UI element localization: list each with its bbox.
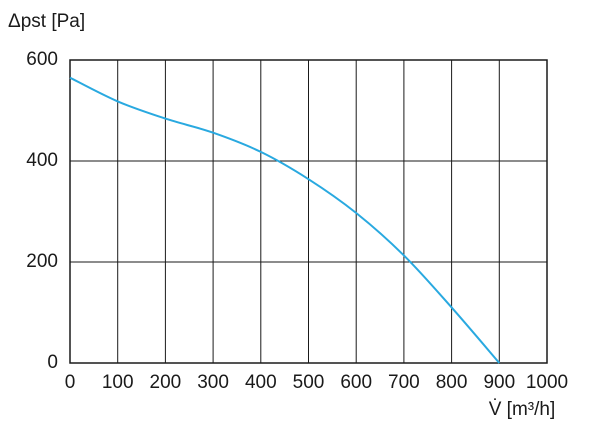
x-tick-label: 400	[245, 372, 277, 393]
x-axis-label: V̇ [m³/h]	[489, 399, 556, 420]
plot-frame	[69, 59, 548, 364]
y-tick-label: 600	[26, 49, 58, 70]
x-tick-label: 700	[388, 372, 420, 393]
x-tick-label: 200	[150, 372, 182, 393]
x-tick-label: 100	[102, 372, 134, 393]
y-tick-label: 200	[26, 251, 58, 272]
x-tick-label: 1000	[526, 372, 568, 393]
y-tick-label: 0	[47, 352, 58, 373]
x-tick-label: 900	[483, 372, 515, 393]
y-axis-label: Δpst [Pa]	[8, 11, 85, 32]
y-tick-label: 400	[26, 150, 58, 171]
x-tick-label: 800	[436, 372, 468, 393]
x-tick-label: 300	[197, 372, 229, 393]
x-tick-label: 0	[65, 372, 76, 393]
line-series	[69, 76, 501, 364]
x-tick-label: 600	[340, 372, 372, 393]
x-tick-label: 500	[293, 372, 325, 393]
